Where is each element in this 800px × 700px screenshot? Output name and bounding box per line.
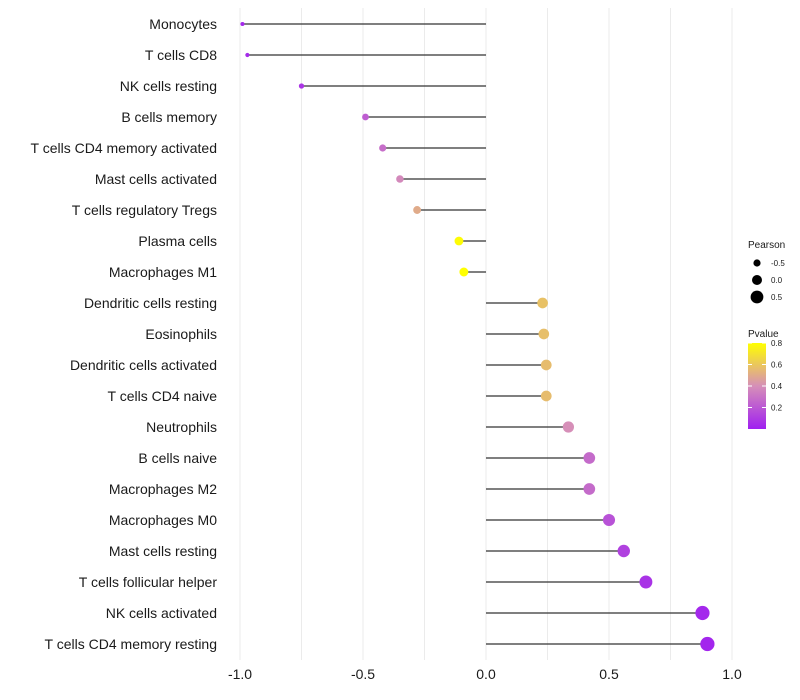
category-label: Eosinophils (145, 326, 217, 342)
size-legend-label: 0.0 (771, 276, 783, 285)
lollipop-point (583, 483, 596, 495)
category-label: T cells CD4 memory resting (45, 636, 217, 652)
category-label: Macrophages M0 (109, 512, 217, 528)
lollipop-point (639, 575, 653, 589)
x-tick-label: -1.0 (228, 666, 252, 682)
lollipop-point (240, 21, 245, 27)
x-tick-label: 0.5 (599, 666, 619, 682)
category-label: Dendritic cells activated (70, 357, 217, 373)
stems (242, 23, 708, 645)
lollipop-point (396, 175, 404, 183)
lollipop-point (298, 83, 305, 89)
category-label: T cells follicular helper (79, 574, 218, 590)
size-legend-label: 0.5 (771, 293, 783, 302)
lollipop-point (362, 113, 369, 121)
size-legend-label: -0.5 (771, 259, 785, 268)
category-label: Macrophages M1 (109, 264, 217, 280)
category-label: Plasma cells (138, 233, 217, 249)
category-label: NK cells resting (120, 78, 217, 94)
category-label: T cells CD8 (145, 47, 217, 63)
category-labels: Monocytes T cells CD8 NK cells resting B ce… (31, 16, 218, 652)
lollipop-point (540, 359, 552, 371)
lollipop-point (459, 267, 469, 277)
lollipop-point (700, 636, 715, 652)
size-legend-dot (752, 275, 762, 285)
color-legend-label: 0.6 (771, 361, 783, 370)
lollipop-point (537, 297, 548, 309)
category-label: Mast cells resting (109, 543, 217, 559)
lollipop-point (695, 605, 710, 621)
category-label: T cells CD4 naive (108, 388, 218, 404)
lollipop-point (617, 544, 630, 558)
legend: Pearson Pvalue -0.5 0.0 0.5 0.8 0.6 0.4 0.2 (748, 240, 785, 429)
lollipop-point (454, 236, 464, 246)
size-legend-dot (753, 259, 761, 267)
category-label: NK cells activated (106, 605, 217, 621)
category-label: T cells CD4 memory activated (31, 140, 217, 156)
color-bar (748, 343, 766, 429)
category-label: B cells naive (138, 450, 217, 466)
category-label: Neutrophils (146, 419, 217, 435)
lollipop-point (602, 513, 616, 527)
category-label: T cells regulatory Tregs (72, 202, 217, 218)
color-legend-label: 0.2 (771, 404, 783, 413)
x-tick-label: -0.5 (351, 666, 375, 682)
category-label: Mast cells activated (95, 171, 217, 187)
lollipop-point (538, 328, 550, 340)
category-label: B cells memory (121, 109, 217, 125)
category-label: Macrophages M2 (109, 481, 217, 497)
category-label: Monocytes (149, 16, 217, 32)
lollipop-point (583, 452, 596, 464)
x-tick-label: 0.0 (476, 666, 496, 682)
x-axis-ticks: -1.0 -0.5 0.0 0.5 1.0 (228, 666, 742, 682)
x-tick-label: 1.0 (722, 666, 742, 682)
color-legend-title: Pvalue (748, 329, 779, 340)
points (240, 21, 715, 652)
size-legend-title: Pearson (748, 240, 785, 251)
category-label: Dendritic cells resting (84, 295, 217, 311)
color-legend-label: 0.4 (771, 382, 783, 391)
lollipop-point (562, 421, 575, 433)
size-legend-dot (750, 290, 764, 304)
lollipop-point (245, 52, 250, 58)
lollipop-point (379, 144, 387, 152)
color-legend-label: 0.8 (771, 339, 783, 348)
lollipop-point (413, 206, 422, 214)
lollipop-point (540, 390, 552, 402)
